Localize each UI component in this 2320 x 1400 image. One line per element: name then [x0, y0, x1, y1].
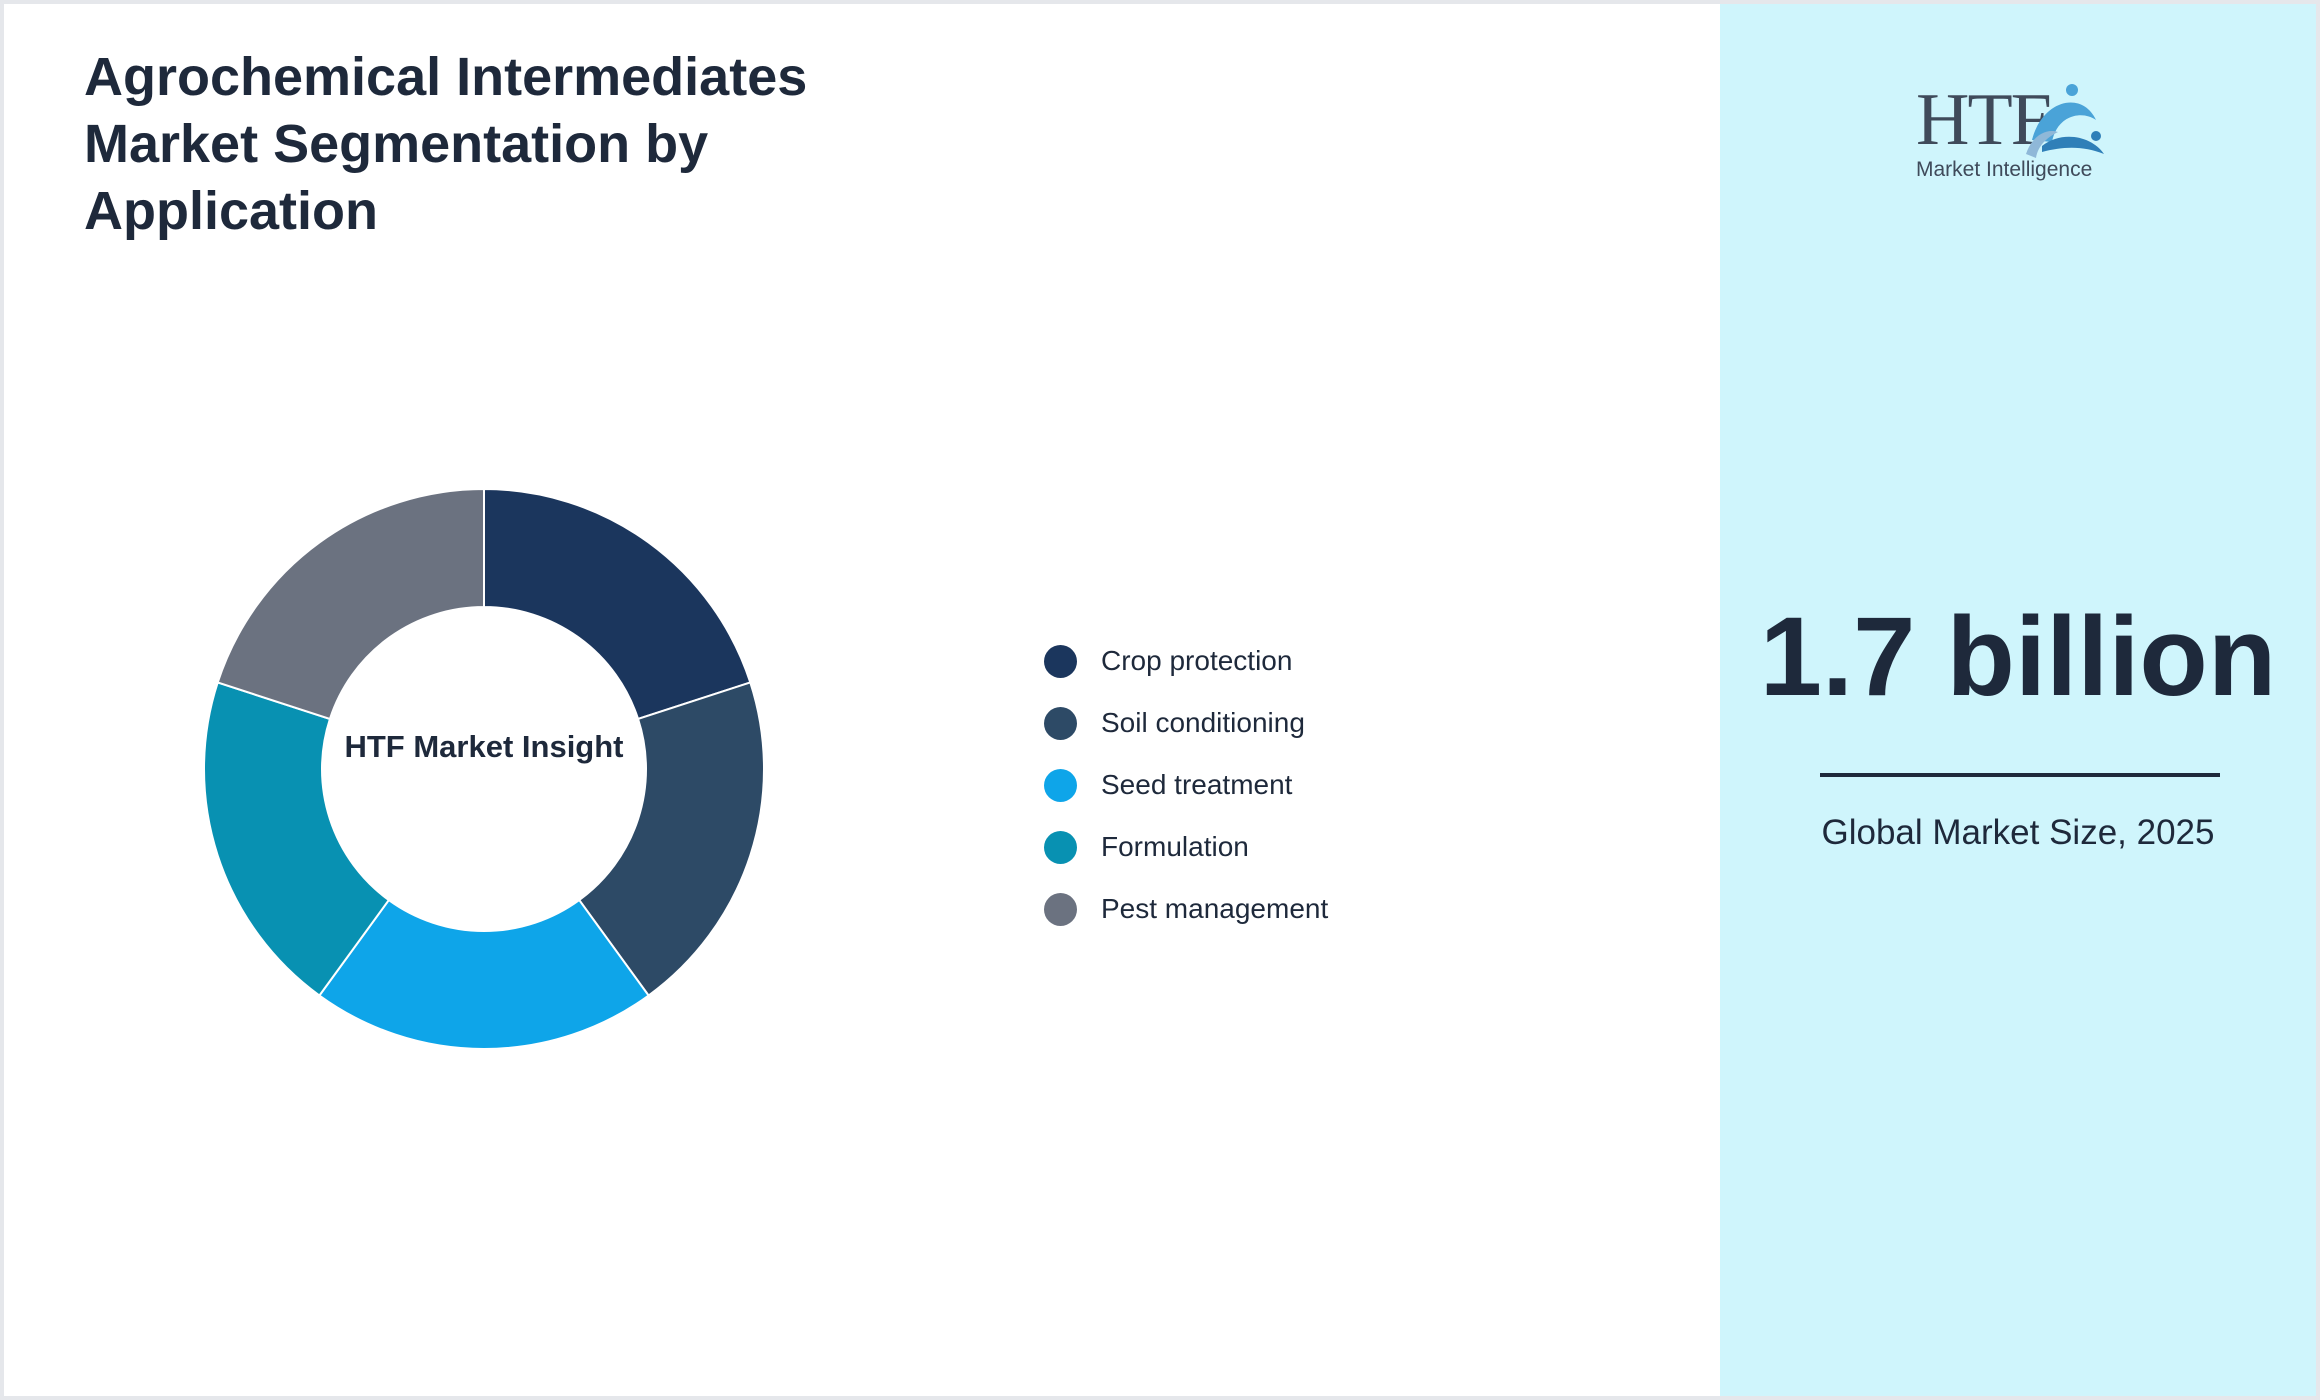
legend-label: Pest management — [1101, 893, 1329, 924]
market-size-caption: Global Market Size, 2025 — [1821, 813, 2215, 852]
divider — [1820, 773, 2220, 777]
donut-slice-formulation — [203, 681, 391, 997]
legend-swatch — [1044, 706, 1077, 740]
legend-label: Crop protection — [1101, 645, 1293, 676]
legend-item-soil-conditioning: Soil conditioning — [1044, 692, 1328, 754]
logo-subtitle: Market Intelligence — [1916, 158, 2093, 181]
legend-item-formulation: Formulation — [1044, 816, 1328, 878]
donut-slice-soil-conditioning — [577, 681, 765, 997]
donut-slice-crop-protection — [483, 487, 752, 721]
legend-item-crop-protection: Crop protection — [1044, 630, 1328, 692]
legend-label: Seed treatment — [1101, 769, 1293, 800]
htf-logo: HTF Market Intelligence — [1916, 80, 2106, 190]
legend-label: Formulation — [1101, 831, 1249, 862]
legend-item-pest-management: Pest management — [1044, 878, 1328, 940]
logo-swirl-icon — [2026, 84, 2104, 158]
legend-swatch — [1044, 644, 1077, 678]
donut-chart — [203, 487, 765, 1051]
legend-item-seed-treatment: Seed treatment — [1044, 754, 1328, 816]
legend-swatch — [1044, 892, 1077, 926]
legend-swatch — [1044, 768, 1077, 802]
market-size-panel: HTF Market Intelligence 1.7 billion Glob… — [1720, 4, 2316, 1396]
donut-slice-pest-management — [216, 487, 485, 721]
page-title: Agrochemical Intermediates Market Segmen… — [84, 47, 808, 241]
legend-swatch — [1044, 830, 1077, 864]
donut-center-label: HTF Market Insight — [344, 729, 624, 764]
chart-legend: Crop protection Soil conditioning Seed tre… — [1044, 630, 1328, 940]
donut-slice-seed-treatment — [318, 898, 650, 1051]
market-size-value: 1.7 billion — [1759, 594, 2277, 719]
legend-label: Soil conditioning — [1101, 707, 1305, 738]
infographic-card: Agrochemical Intermediates Market Segmen… — [4, 4, 2316, 1396]
